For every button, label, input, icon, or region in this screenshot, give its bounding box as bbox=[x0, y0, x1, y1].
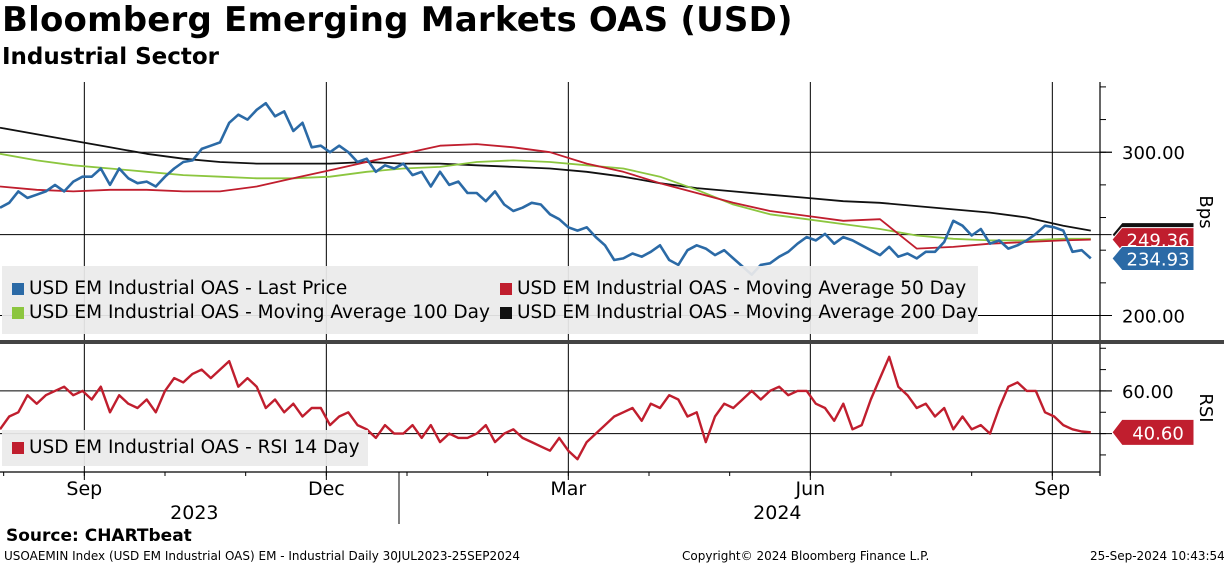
index-info: USOAEMIN Index (USD EM Industrial OAS) E… bbox=[4, 549, 521, 563]
legend-last-price: USD EM Industrial OAS - Last Price bbox=[12, 278, 347, 299]
legend-swatch-ma200 bbox=[500, 306, 512, 319]
legend-label-rsi: USD EM Industrial OAS - RSI 14 Day bbox=[29, 437, 360, 458]
series-last-price-line bbox=[0, 101, 1092, 276]
ytick-label: 300.00 bbox=[1122, 143, 1185, 164]
copyright: Copyright© 2024 Bloomberg Finance L.P. bbox=[682, 549, 930, 563]
xtick-label: Sep bbox=[66, 478, 102, 500]
legend-rsi: USD EM Industrial OAS - RSI 14 Day bbox=[12, 437, 360, 458]
source-note: Source: CHARTbeat bbox=[6, 526, 192, 546]
value-tag-last-price-bg bbox=[1111, 245, 1195, 271]
chart-title: Bloomberg Emerging Markets OAS (USD) bbox=[2, 0, 793, 40]
ytick-label: 200.00 bbox=[1122, 307, 1185, 328]
value-tag-rsi-text: 40.60 bbox=[1132, 423, 1184, 444]
legend-swatch-ma100 bbox=[12, 306, 24, 319]
series-ma100-line bbox=[0, 152, 1091, 242]
legend-label-ma100: USD EM Industrial OAS - Moving Average 1… bbox=[29, 302, 490, 323]
upper-legend: USD EM Industrial OAS - Last Price USD E… bbox=[2, 266, 978, 334]
legend-ma200: USD EM Industrial OAS - Moving Average 2… bbox=[500, 302, 978, 323]
legend-label-ma50: USD EM Industrial OAS - Moving Average 5… bbox=[517, 278, 967, 299]
ytick-label: 60.00 bbox=[1122, 382, 1174, 403]
legend-swatch-rsi bbox=[12, 441, 24, 454]
timestamp: 25-Sep-2024 10:43:54 bbox=[1090, 549, 1224, 563]
xtick-label: Sep bbox=[1034, 478, 1070, 500]
series-rsi-line bbox=[0, 355, 1091, 461]
series-ma200-line bbox=[0, 126, 1091, 232]
value-tag-rsi-bg bbox=[1111, 418, 1195, 446]
value-tag-rsi: 40.60 bbox=[1111, 418, 1195, 446]
lower-legend: USD EM Industrial OAS - RSI 14 Day bbox=[2, 430, 368, 466]
xtick-label: Mar bbox=[550, 478, 586, 500]
chart-subtitle: Industrial Sector bbox=[2, 44, 220, 70]
xtick-label: Jun bbox=[794, 478, 825, 500]
value-tag-last-price-text: 234.93 bbox=[1127, 249, 1190, 270]
y-axis-title-rsi: RSI bbox=[1195, 393, 1216, 422]
panel-separator bbox=[0, 340, 1224, 344]
legend-swatch-ma50 bbox=[500, 282, 512, 295]
series-ma50-line bbox=[0, 143, 1091, 250]
value-tag-last-price: 234.93 bbox=[1111, 245, 1195, 271]
xtick-label: Dec bbox=[308, 478, 345, 500]
legend-ma50: USD EM Industrial OAS - Moving Average 5… bbox=[500, 278, 966, 299]
legend-label-ma200: USD EM Industrial OAS - Moving Average 2… bbox=[517, 302, 978, 323]
legend-swatch-last-price bbox=[12, 282, 24, 295]
year-label: 2023 bbox=[170, 502, 218, 524]
year-label: 2024 bbox=[753, 502, 801, 524]
y-axis-title-bps: Bps bbox=[1195, 195, 1216, 228]
legend-ma100: USD EM Industrial OAS - Moving Average 1… bbox=[12, 302, 490, 323]
legend-label-last-price: USD EM Industrial OAS - Last Price bbox=[29, 278, 348, 299]
